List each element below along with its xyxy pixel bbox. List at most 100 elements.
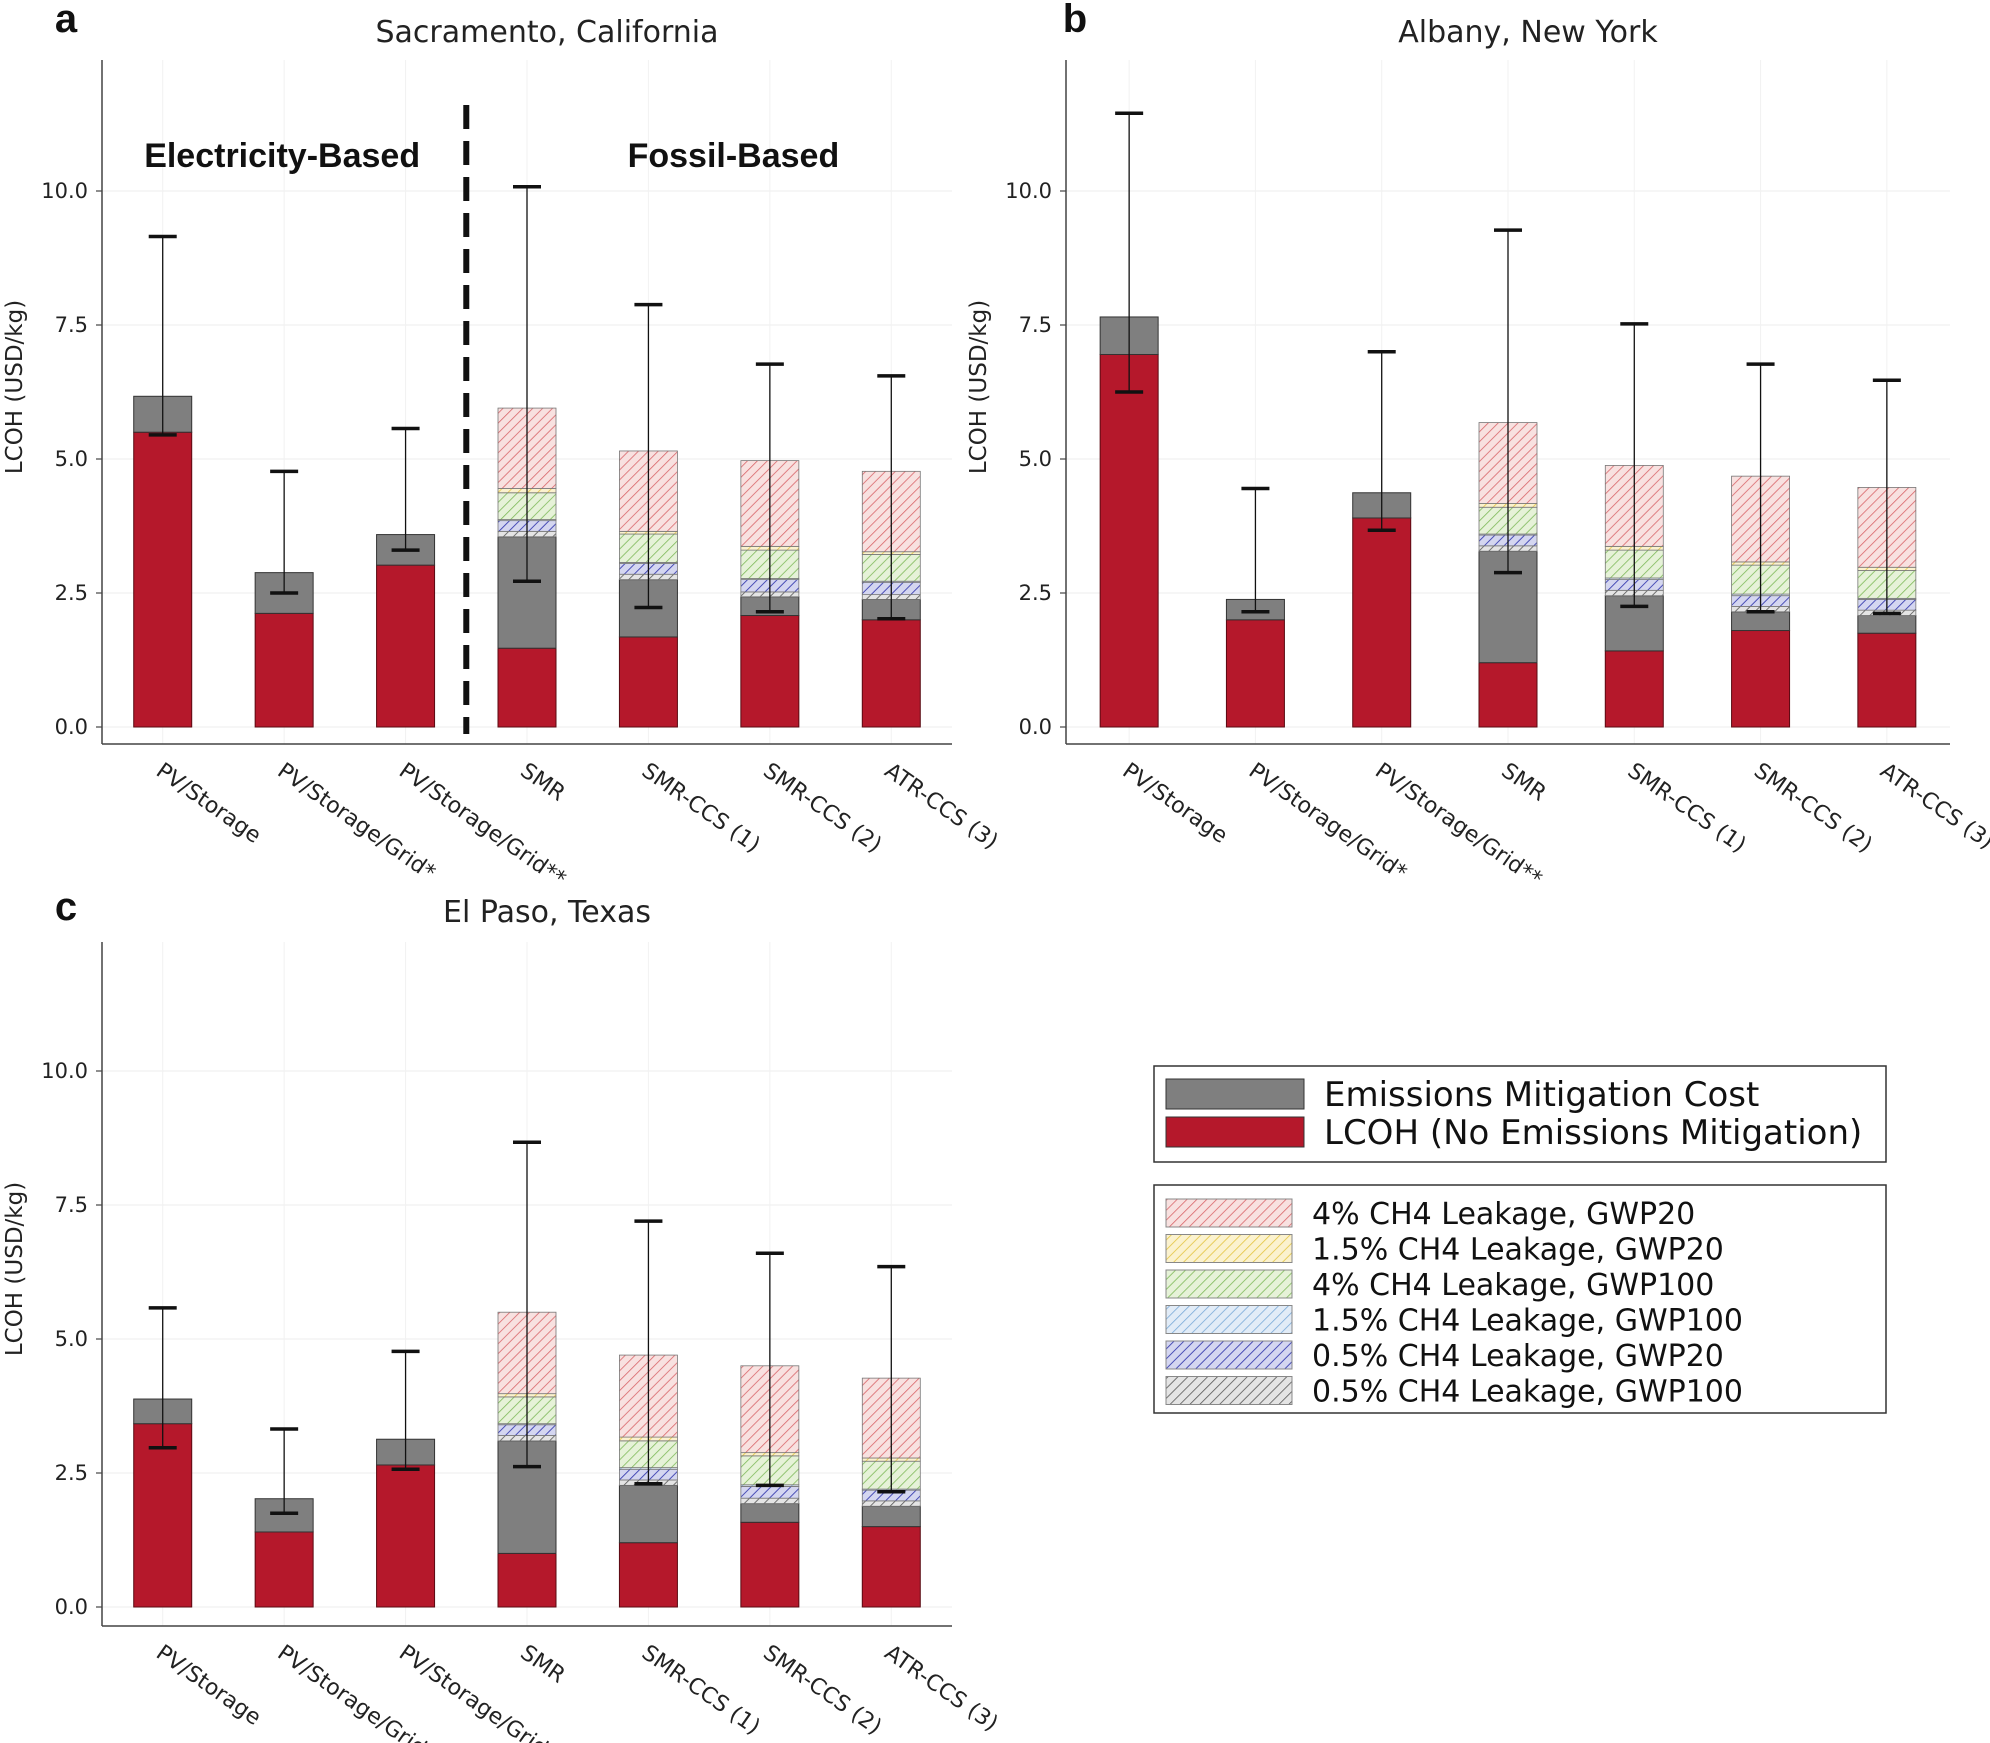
bar-mitigation [740, 1503, 800, 1523]
bar-stack [618, 302, 678, 728]
y-axis-label: LCOH (USD/kg) [2, 1182, 28, 1356]
legend-label: Emissions Mitigation Cost [1324, 1075, 1759, 1115]
group-label-electricity: Electricity-Based [144, 137, 420, 175]
x-tick-label: SMR-CCS (1) [1623, 758, 1750, 858]
y-tick-label: 0.0 [55, 715, 88, 739]
bar-stack [1731, 362, 1791, 728]
x-tick-label: SMR [516, 1640, 570, 1688]
bar-stack [254, 1427, 314, 1608]
panel-letter: a [55, 0, 78, 41]
legend-label: 1.5% CH4 Leakage, GWP100 [1312, 1304, 1743, 1339]
y-tick-label: 7.5 [55, 1193, 88, 1217]
panel-letter: c [55, 885, 77, 929]
bar-stack [861, 374, 921, 728]
legend-swatch [1165, 1269, 1293, 1299]
chart-title: El Paso, Texas [443, 895, 651, 930]
y-tick-label: 7.5 [55, 313, 88, 337]
chart-title: Sacramento, California [376, 15, 719, 50]
bar-stack [497, 1140, 557, 1608]
x-tick-label: SMR [1497, 758, 1551, 806]
legend-swatch [1165, 1116, 1305, 1148]
bar-mitigation [861, 1505, 921, 1528]
y-tick-label: 5.0 [55, 1327, 88, 1351]
bar-lcoh [740, 615, 800, 728]
bar-stack [133, 234, 193, 728]
y-tick-label: 0.0 [1019, 715, 1052, 739]
x-tick-label: ATR-CCS (3) [880, 1640, 1002, 1736]
y-tick-label: 2.5 [55, 581, 88, 605]
bar-stack [1604, 322, 1664, 728]
legend-label: 4% CH4 Leakage, GWP20 [1312, 1197, 1695, 1232]
bar-stack [133, 1306, 193, 1608]
bar-mitigation [1857, 615, 1917, 634]
x-tick-label: SMR [516, 758, 570, 806]
bar-leak-05-gwp100 [740, 1497, 800, 1504]
y-tick-label: 7.5 [1019, 313, 1052, 337]
legend-swatch [1165, 1340, 1293, 1370]
bar-lcoh [376, 564, 436, 728]
bar-lcoh [1478, 662, 1538, 728]
bar-lcoh [497, 1552, 557, 1608]
y-tick-label: 2.5 [1019, 581, 1052, 605]
bar-stack [1478, 228, 1538, 728]
bar-stack [376, 1349, 436, 1608]
y-tick-label: 10.0 [41, 179, 88, 203]
bar-lcoh [740, 1521, 800, 1608]
bar-mitigation [618, 1484, 678, 1544]
bar-stack [254, 469, 314, 728]
legend-label: LCOH (No Emissions Mitigation) [1324, 1113, 1862, 1153]
y-tick-label: 10.0 [1005, 179, 1052, 203]
legend-swatch [1165, 1078, 1305, 1110]
x-tick-label: ATR-CCS (3) [1875, 758, 1990, 854]
bar-lcoh [133, 431, 193, 728]
y-tick-label: 2.5 [55, 1461, 88, 1485]
y-tick-label: 5.0 [55, 447, 88, 471]
bar-stack [1099, 111, 1159, 728]
bar-lcoh [1604, 650, 1664, 728]
bar-stack [861, 1264, 921, 1608]
x-tick-label: ATR-CCS (3) [880, 758, 1002, 854]
bar-mitigation [1731, 611, 1791, 632]
bar-lcoh [861, 1526, 921, 1608]
legend-swatch [1165, 1305, 1293, 1334]
bar-leak-05-gwp20 [740, 1486, 800, 1499]
legend-swatch [1165, 1198, 1293, 1228]
y-axis-label: LCOH (USD/kg) [966, 300, 992, 474]
chart-panel-b: 0.0 2.5 5.0 7.5 10.0 Albany, New York b LCOH (U… [966, 0, 1990, 892]
bar-lcoh [497, 647, 557, 728]
bar-lcoh [1857, 632, 1917, 728]
legend-swatch [1165, 1234, 1293, 1263]
x-tick-label: PV/Storage [151, 1640, 265, 1730]
bar-lcoh [1731, 630, 1791, 728]
bar-stack [497, 184, 557, 728]
legend-label: 1.5% CH4 Leakage, GWP20 [1312, 1233, 1724, 1268]
x-tick-label: SMR-CCS (2) [758, 758, 885, 858]
bar-lcoh [1225, 619, 1285, 728]
x-tick-label: SMR-CCS (2) [1749, 758, 1876, 858]
bar-stack [376, 426, 436, 728]
y-tick-label: 0.0 [55, 1595, 88, 1619]
bar-stack [1352, 350, 1412, 728]
x-tick-label: SMR-CCS (1) [637, 1640, 764, 1740]
bar-lcoh [1099, 353, 1159, 728]
chart-panel-a: 0.0 2.5 5.0 7.5 10.0 Sacramento, California a L… [2, 0, 1002, 892]
x-tick-label: PV/Storage [151, 758, 265, 848]
bar-lcoh [1352, 517, 1412, 728]
bar-lcoh [861, 619, 921, 728]
bar-stack [740, 362, 800, 728]
bar-lcoh [618, 636, 678, 728]
legend-label: 0.5% CH4 Leakage, GWP100 [1312, 1375, 1743, 1410]
x-tick-label: SMR-CCS (2) [758, 1640, 885, 1740]
legend-label: 0.5% CH4 Leakage, GWP20 [1312, 1339, 1724, 1374]
y-tick-label: 10.0 [41, 1059, 88, 1083]
bar-lcoh [618, 1542, 678, 1608]
x-tick-label: SMR-CCS (1) [637, 758, 764, 858]
bar-stack [618, 1219, 678, 1608]
bar-leak-05-gwp100 [861, 1500, 921, 1507]
y-axis-label: LCOH (USD/kg) [2, 300, 28, 474]
bar-lcoh [133, 1423, 193, 1608]
bar-stack [740, 1251, 800, 1608]
chart-panel-c: 0.0 2.5 5.0 7.5 10.0 El Paso, Texas c LCOH (USD… [2, 885, 1002, 1743]
bar-lcoh [376, 1464, 436, 1608]
